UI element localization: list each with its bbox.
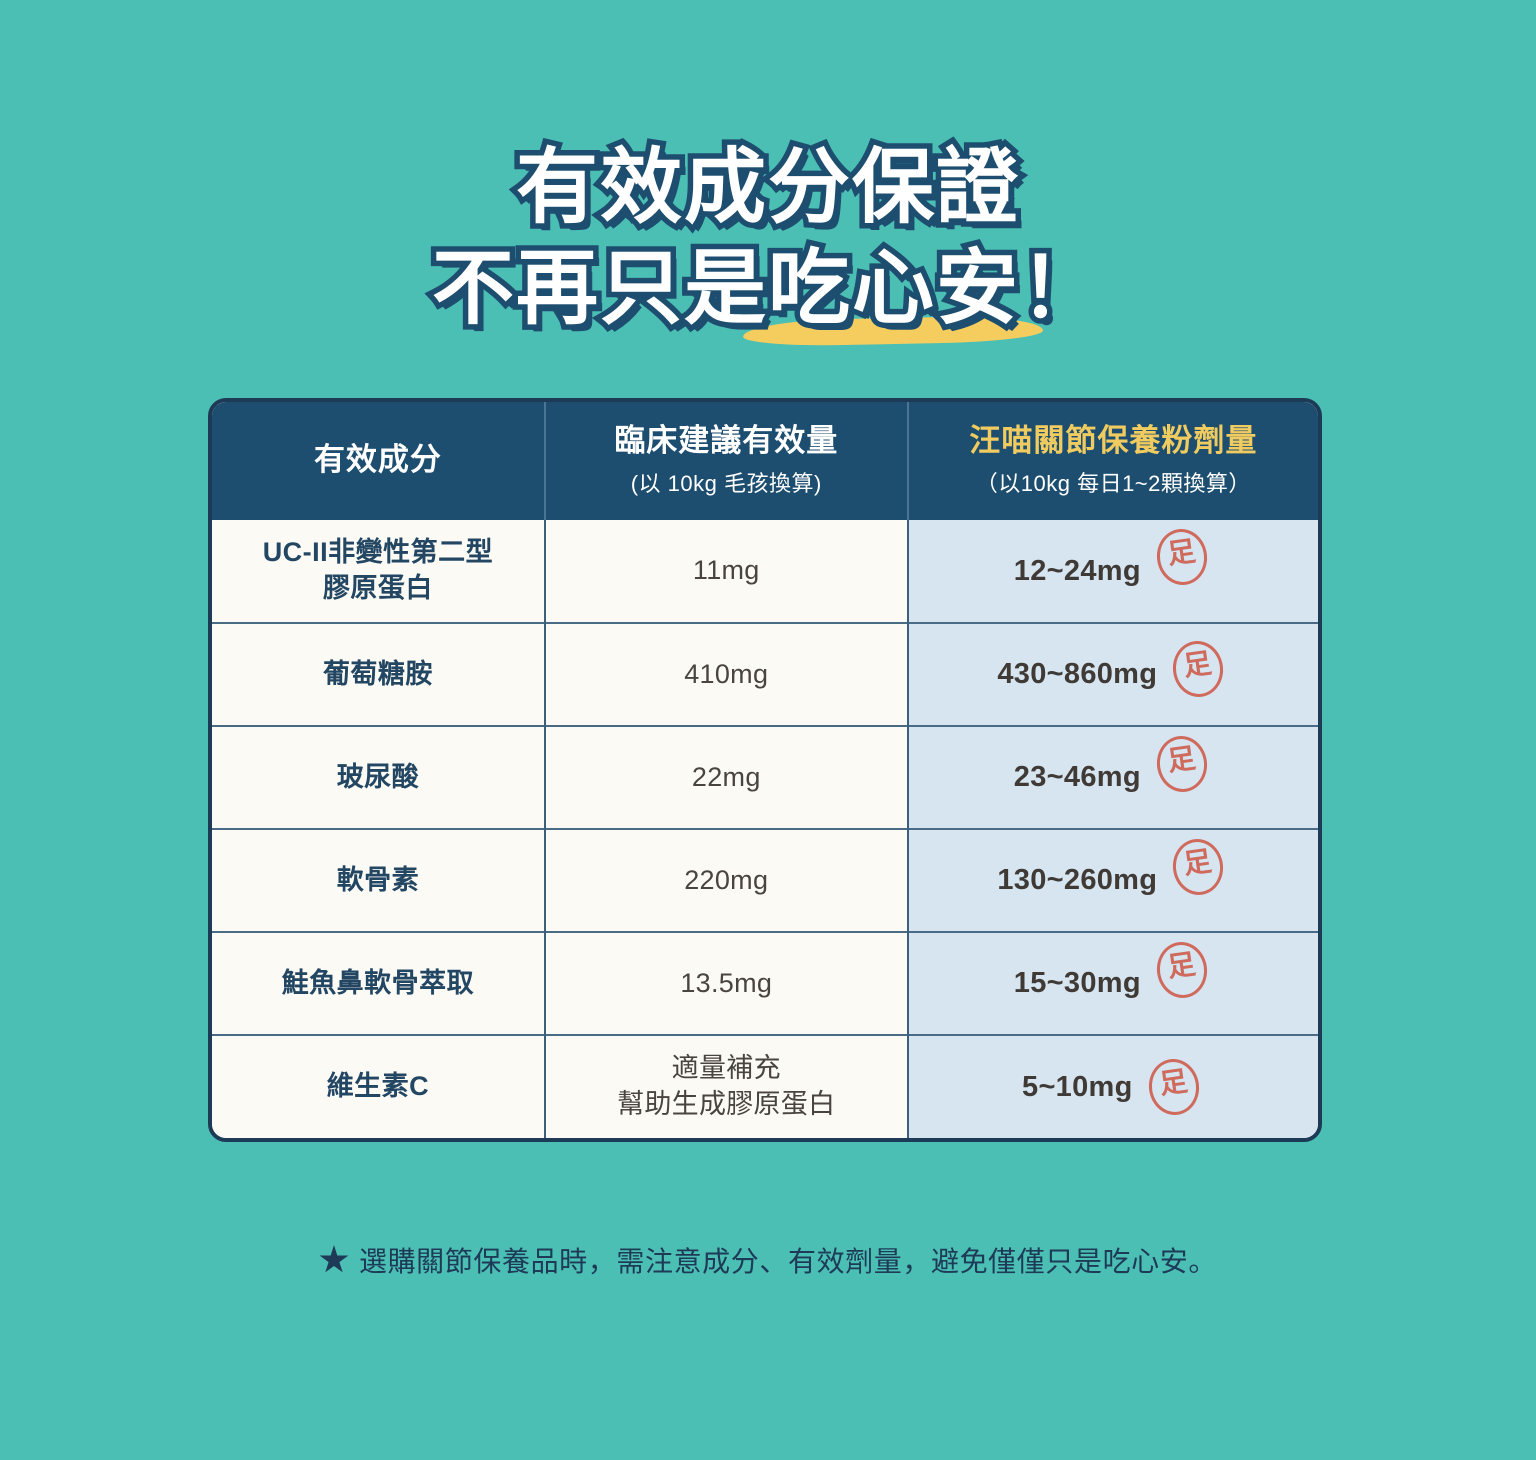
- cell-product-dose: 430~860mg 足: [906, 622, 1318, 726]
- page-title: 有效成分保證 不再只是吃心安！: [0, 137, 1536, 340]
- product-dose-value: 15~30mg: [1013, 967, 1141, 999]
- sufficient-stamp-icon: 足: [1169, 637, 1227, 700]
- ingredient-line-1: 葡萄糖胺: [322, 658, 433, 689]
- cell-clinical-dose: 13.5mg: [543, 931, 908, 1035]
- clinical-line-1: 13.5mg: [680, 967, 773, 998]
- table-row: 玻尿酸 22mg 23~46mg 足: [212, 725, 1318, 829]
- header-sub-product: （以10kg 每日1~2顆換算）: [975, 471, 1251, 497]
- sufficient-stamp-icon: 足: [1153, 732, 1211, 795]
- footnote-text: 選購關節保養品時，需注意成分、有效劑量，避免僅僅只是吃心安。: [358, 1246, 1217, 1277]
- stamp-char: 足: [1165, 740, 1198, 778]
- title-line-2: 不再只是吃心安！: [426, 237, 1107, 339]
- stamp-char: 足: [1165, 534, 1198, 571]
- table-header-ingredient: 有效成分: [212, 402, 545, 520]
- cell-product-dose: 23~46mg 足: [906, 725, 1318, 829]
- product-dose-value: 23~46mg: [1013, 761, 1141, 793]
- cell-clinical-dose: 220mg: [543, 828, 908, 932]
- product-dose-value: 130~260mg: [997, 864, 1158, 896]
- header-main-ingredient: 有效成分: [313, 442, 442, 478]
- cell-clinical-dose: 22mg: [543, 725, 908, 829]
- stamp-char: 足: [1181, 645, 1214, 683]
- table-row: 維生素C 適量補充 幫助生成膠原蛋白 5~10mg 足: [212, 1034, 1318, 1138]
- cell-product-dose: 5~10mg 足: [906, 1034, 1318, 1138]
- cell-ingredient: UC-II非變性第二型 膠原蛋白: [212, 520, 545, 623]
- table-header-row: 有效成分 臨床建議有效量 (以 10kg 毛孩換算) 汪喵關節保養粉劑量 （以1…: [212, 402, 1318, 520]
- header-sub-clinical: (以 10kg 毛孩換算): [630, 471, 822, 497]
- ingredient-line-1: 鮭魚鼻軟骨萃取: [281, 967, 475, 998]
- ingredient-line-1: 維生素C: [326, 1071, 430, 1102]
- cell-ingredient: 玻尿酸: [212, 725, 545, 829]
- ingredient-line-1: UC-II非變性第二型: [262, 537, 494, 568]
- cell-product-dose: 12~24mg 足: [906, 520, 1318, 623]
- product-dose-value: 12~24mg: [1013, 554, 1141, 587]
- product-dose-value: 5~10mg: [1022, 1070, 1133, 1103]
- clinical-line-1: 適量補充: [671, 1053, 781, 1084]
- clinical-line-1: 11mg: [692, 555, 760, 586]
- cell-product-dose: 130~260mg 足: [906, 828, 1318, 932]
- table-row: 軟骨素 220mg 130~260mg 足: [212, 828, 1318, 932]
- stamp-char: 足: [1156, 1064, 1190, 1101]
- cell-product-dose: 15~30mg 足: [906, 931, 1318, 1035]
- header-main-product: 汪喵關節保養粉劑量: [969, 422, 1258, 458]
- cell-clinical-dose: 適量補充 幫助生成膠原蛋白: [543, 1034, 908, 1138]
- footnote: 選購關節保養品時，需注意成分、有效劑量，避免僅僅只是吃心安。: [0, 1240, 1536, 1280]
- table-header-product: 汪喵關節保養粉劑量 （以10kg 每日1~2顆換算）: [906, 402, 1318, 520]
- cell-ingredient: 維生素C: [212, 1034, 545, 1138]
- title-line-1: 有效成分保證: [510, 137, 1023, 239]
- cell-clinical-dose: 11mg: [543, 520, 908, 623]
- sufficient-stamp-icon: 足: [1153, 938, 1211, 1001]
- table-row: 葡萄糖胺 410mg 430~860mg 足: [212, 622, 1318, 726]
- table-row: UC-II非變性第二型 膠原蛋白 11mg 12~24mg 足: [212, 520, 1318, 623]
- table-row: 鮭魚鼻軟骨萃取 13.5mg 15~30mg 足: [212, 931, 1318, 1035]
- cell-ingredient: 葡萄糖胺: [212, 622, 545, 726]
- stamp-char: 足: [1181, 843, 1214, 881]
- cell-clinical-dose: 410mg: [543, 622, 908, 726]
- clinical-line-2: 幫助生成膠原蛋白: [617, 1089, 836, 1119]
- cell-ingredient: 鮭魚鼻軟骨萃取: [212, 931, 545, 1035]
- sufficient-stamp-icon: 足: [1144, 1055, 1203, 1119]
- header-main-clinical: 臨床建議有效量: [614, 422, 839, 458]
- ingredient-line-1: 軟骨素: [336, 864, 420, 895]
- sufficient-stamp-icon: 足: [1153, 525, 1211, 589]
- ingredient-line-2: 膠原蛋白: [322, 573, 433, 603]
- star-icon: [319, 1245, 349, 1273]
- sufficient-stamp-icon: 足: [1169, 835, 1227, 898]
- clinical-line-1: 410mg: [684, 658, 769, 689]
- clinical-line-1: 220mg: [684, 864, 769, 895]
- table-header-clinical: 臨床建議有效量 (以 10kg 毛孩換算): [543, 402, 908, 520]
- product-dose-value: 430~860mg: [997, 658, 1158, 690]
- cell-ingredient: 軟骨素: [212, 828, 545, 932]
- dosage-comparison-table: 有效成分 臨床建議有效量 (以 10kg 毛孩換算) 汪喵關節保養粉劑量 （以1…: [208, 398, 1322, 1142]
- stamp-char: 足: [1165, 946, 1198, 984]
- ingredient-line-1: 玻尿酸: [336, 761, 420, 792]
- clinical-line-1: 22mg: [691, 761, 761, 792]
